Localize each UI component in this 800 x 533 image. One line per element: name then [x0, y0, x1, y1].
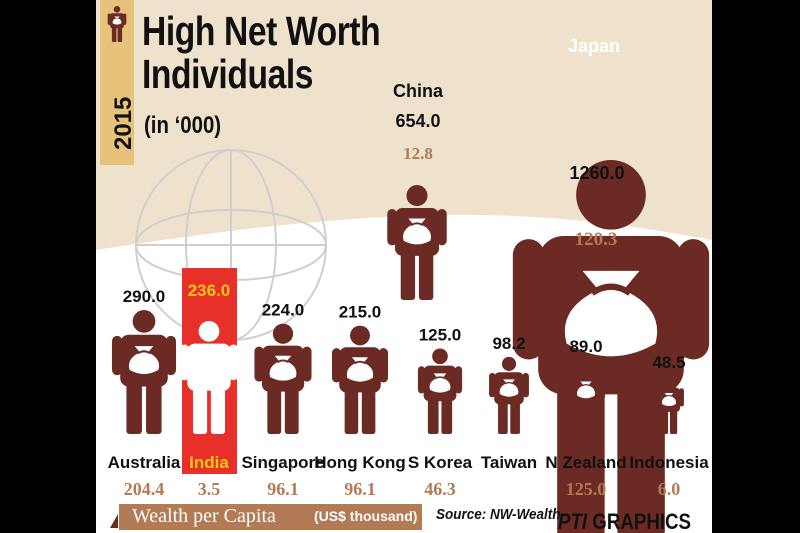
- infographic: China 654.0 12.8 Japan 1260.0 120.3 290.0 Austr…: [96, 0, 712, 533]
- label-australia-name: Australia: [108, 453, 181, 472]
- label-n-zealand-name: N Zealand: [545, 453, 626, 472]
- label-indonesia-name: Indonesia: [629, 453, 709, 472]
- figure-s-korea: [417, 348, 463, 434]
- figure-india: [179, 320, 239, 434]
- label-singapore-name: Singapore: [241, 453, 324, 472]
- brand-prefix: PTI: [558, 509, 588, 533]
- brand-logo: PTI GRAPHICS: [558, 509, 691, 533]
- source-note: Source: NW-Wealth: [436, 506, 561, 523]
- brand-suffix: GRAPHICS: [592, 509, 692, 533]
- label-hong-kong-hnwi: 215.0: [339, 303, 382, 322]
- label-china-hnwi: 654.0: [395, 111, 440, 131]
- label-n-zealand-hnwi: 89.0: [569, 337, 602, 356]
- label-japan-wealth: 120.3: [575, 229, 618, 250]
- label-hong-kong-wealth: 96.1: [344, 479, 376, 499]
- figure-singapore: [254, 323, 312, 434]
- figure-n-zealand: [566, 359, 606, 434]
- label-taiwan-hnwi: 98.2: [492, 334, 525, 353]
- label-china-wealth: 12.8: [403, 144, 433, 163]
- label-singapore-hnwi: 224.0: [262, 301, 305, 320]
- label-indonesia-hnwi: 48.5: [652, 353, 685, 372]
- label-india-name: India: [189, 453, 229, 472]
- label-s-korea-name: S Korea: [408, 453, 473, 472]
- chart-title: High Net Worth Individuals: [142, 8, 381, 97]
- figure-taiwan: [489, 356, 529, 434]
- label-singapore-wealth: 96.1: [267, 479, 299, 499]
- label-australia-hnwi: 290.0: [123, 287, 166, 306]
- figure-indonesia: [654, 376, 684, 434]
- label-japan-name: Japan: [568, 36, 620, 56]
- title-line-1: High Net Worth: [142, 8, 381, 54]
- wealth-legend-box: [118, 503, 423, 531]
- figure-japan: [512, 160, 710, 533]
- figure-hong-kong: [331, 325, 389, 434]
- wealth-legend-label: Wealth per Capita: [132, 505, 276, 527]
- pictogram-chart: China 654.0 12.8 Japan 1260.0 120.3 290.0 Austr…: [96, 0, 712, 533]
- label-hong-kong-name: Hong Kong: [314, 453, 406, 472]
- label-n-zealand-wealth: 125.0: [566, 479, 607, 499]
- background-top: [96, 0, 712, 250]
- figure-china: [387, 185, 447, 300]
- label-china-name: China: [393, 81, 444, 101]
- label-indonesia-wealth: 6.0: [658, 479, 681, 499]
- year-label: 2015: [110, 96, 137, 150]
- label-australia-wealth: 204.4: [124, 479, 165, 499]
- subtitle: (in ‘000): [144, 112, 222, 139]
- label-japan-hnwi: 1260.0: [569, 163, 624, 183]
- wealth-unit-label: (US$ thousand): [314, 508, 418, 524]
- header-person-icon: [107, 6, 127, 42]
- title-line-2: Individuals: [142, 51, 314, 97]
- label-s-korea-hnwi: 125.0: [419, 325, 462, 344]
- label-s-korea-wealth: 46.3: [424, 479, 456, 499]
- label-india-hnwi: 236.0: [188, 281, 231, 300]
- label-india-wealth: 3.5: [198, 479, 221, 499]
- figure-australia: [111, 310, 177, 434]
- label-taiwan-name: Taiwan: [481, 453, 537, 472]
